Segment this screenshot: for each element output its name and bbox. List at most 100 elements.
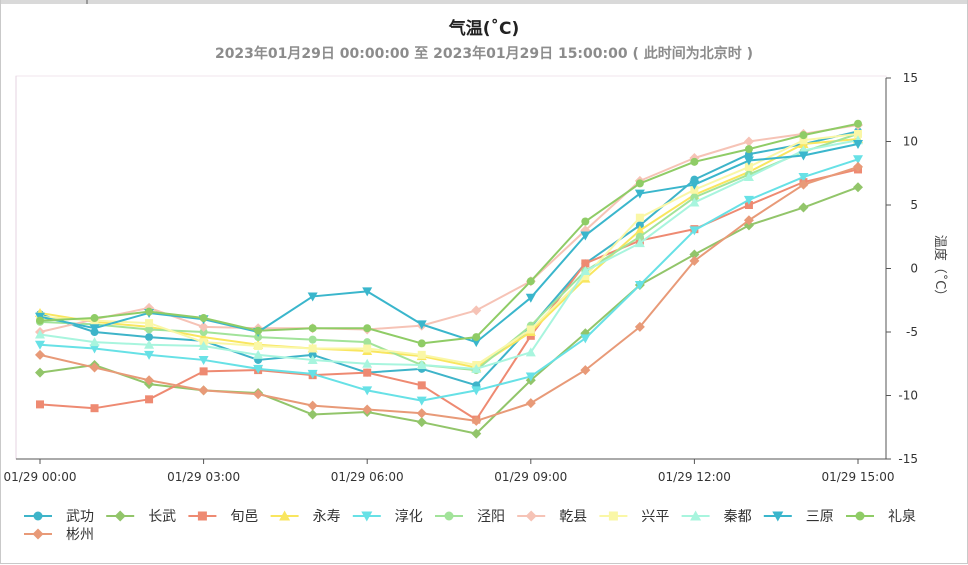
legend-label: 长武 — [148, 509, 176, 525]
series-line — [39, 132, 859, 367]
data-point — [854, 119, 862, 128]
legend-label: 武功 — [66, 509, 94, 525]
data-point — [798, 151, 809, 161]
legend-item[interactable]: 淳化 — [352, 508, 423, 525]
data-point — [416, 320, 427, 330]
data-point — [853, 155, 863, 165]
legend-item[interactable]: 兴平 — [599, 509, 669, 525]
data-point — [144, 339, 155, 349]
legend-item[interactable]: 永寿 — [270, 508, 341, 525]
x-tick-label: 01/29 09:00 — [494, 470, 567, 484]
legend-label: 兴平 — [641, 509, 669, 525]
data-point — [853, 161, 863, 172]
data-point — [145, 307, 154, 316]
data-point — [581, 259, 590, 268]
y-tick-label: 15 — [903, 71, 918, 85]
data-point — [853, 182, 863, 193]
data-point — [307, 369, 318, 379]
data-point — [89, 362, 100, 373]
data-point — [689, 197, 700, 207]
series-12 — [35, 161, 863, 426]
data-point — [362, 358, 373, 368]
legend-label: 淳化 — [395, 508, 423, 525]
data-point — [690, 157, 699, 166]
data-point — [89, 337, 100, 347]
data-point — [362, 386, 373, 396]
top-border-mark — [86, 0, 88, 4]
data-point — [743, 195, 754, 205]
data-point — [634, 225, 645, 235]
legend-item[interactable]: 彬州 — [24, 527, 94, 543]
legend-item[interactable]: 武功 — [24, 509, 94, 525]
data-point — [254, 333, 263, 342]
legend-label: 泾阳 — [477, 509, 505, 525]
data-point — [853, 140, 863, 150]
top-border — [0, 0, 968, 4]
legend-swatch-marker — [33, 511, 43, 521]
data-point — [416, 396, 427, 406]
data-point — [253, 364, 264, 374]
y-tick-label: -15 — [898, 452, 918, 466]
data-point — [416, 360, 427, 370]
data-point — [199, 367, 208, 376]
data-point — [743, 215, 754, 226]
series-5 — [35, 155, 863, 406]
legend-item[interactable]: 长武 — [106, 509, 176, 525]
data-point — [743, 156, 754, 166]
y-tick-label: 10 — [903, 135, 918, 149]
data-point — [580, 266, 591, 276]
x-tick-label: 01/29 06:00 — [331, 470, 404, 484]
legend-swatch-marker — [279, 510, 291, 521]
data-point — [525, 372, 536, 382]
legend-item[interactable]: 礼泉 — [846, 508, 916, 525]
data-point — [635, 221, 644, 230]
legend-label: 三原 — [806, 509, 834, 525]
data-point — [690, 185, 699, 194]
legend-label: 乾县 — [559, 509, 587, 525]
data-point — [634, 321, 645, 332]
series-11 — [36, 119, 862, 348]
legend-swatch-marker — [690, 510, 702, 521]
data-point — [581, 217, 590, 226]
data-point — [145, 395, 154, 404]
legend-item[interactable]: 秦都 — [681, 509, 752, 525]
data-point — [417, 339, 426, 348]
legend-label: 永寿 — [313, 508, 341, 525]
data-point — [199, 314, 208, 323]
data-point — [743, 172, 754, 182]
data-point — [90, 404, 99, 413]
series-line — [39, 165, 859, 422]
legend-swatch-marker — [855, 511, 865, 521]
legend-label: 礼泉 — [888, 508, 916, 525]
data-point — [307, 354, 318, 364]
data-point — [472, 333, 481, 342]
data-point — [580, 231, 591, 241]
data-point — [743, 136, 754, 147]
data-point — [198, 321, 209, 332]
y-tick-label: 5 — [910, 198, 918, 212]
legend-item[interactable]: 旬邑 — [188, 509, 258, 525]
legend-item[interactable]: 乾县 — [517, 509, 587, 525]
data-point — [35, 367, 45, 378]
legend-item[interactable]: 泾阳 — [435, 509, 505, 525]
data-point — [36, 316, 44, 325]
series-line — [39, 139, 859, 370]
chart-subtitle: 2023年01月29日 00:00:00 至 2023年01月29日 15:00… — [214, 46, 754, 62]
data-point — [363, 344, 372, 353]
data-point — [308, 344, 317, 353]
data-point — [635, 213, 644, 222]
legend-item[interactable]: 三原 — [763, 509, 834, 525]
legend-swatch-marker — [608, 511, 618, 521]
data-point — [35, 340, 45, 350]
y-tick-label: -5 — [906, 325, 918, 339]
series-line — [39, 122, 859, 345]
data-point — [254, 326, 263, 335]
data-point — [635, 232, 644, 241]
data-point — [363, 368, 372, 377]
data-point — [798, 173, 809, 183]
data-point — [689, 226, 700, 236]
data-point — [580, 365, 591, 376]
data-point — [416, 417, 427, 428]
data-point — [526, 277, 535, 286]
